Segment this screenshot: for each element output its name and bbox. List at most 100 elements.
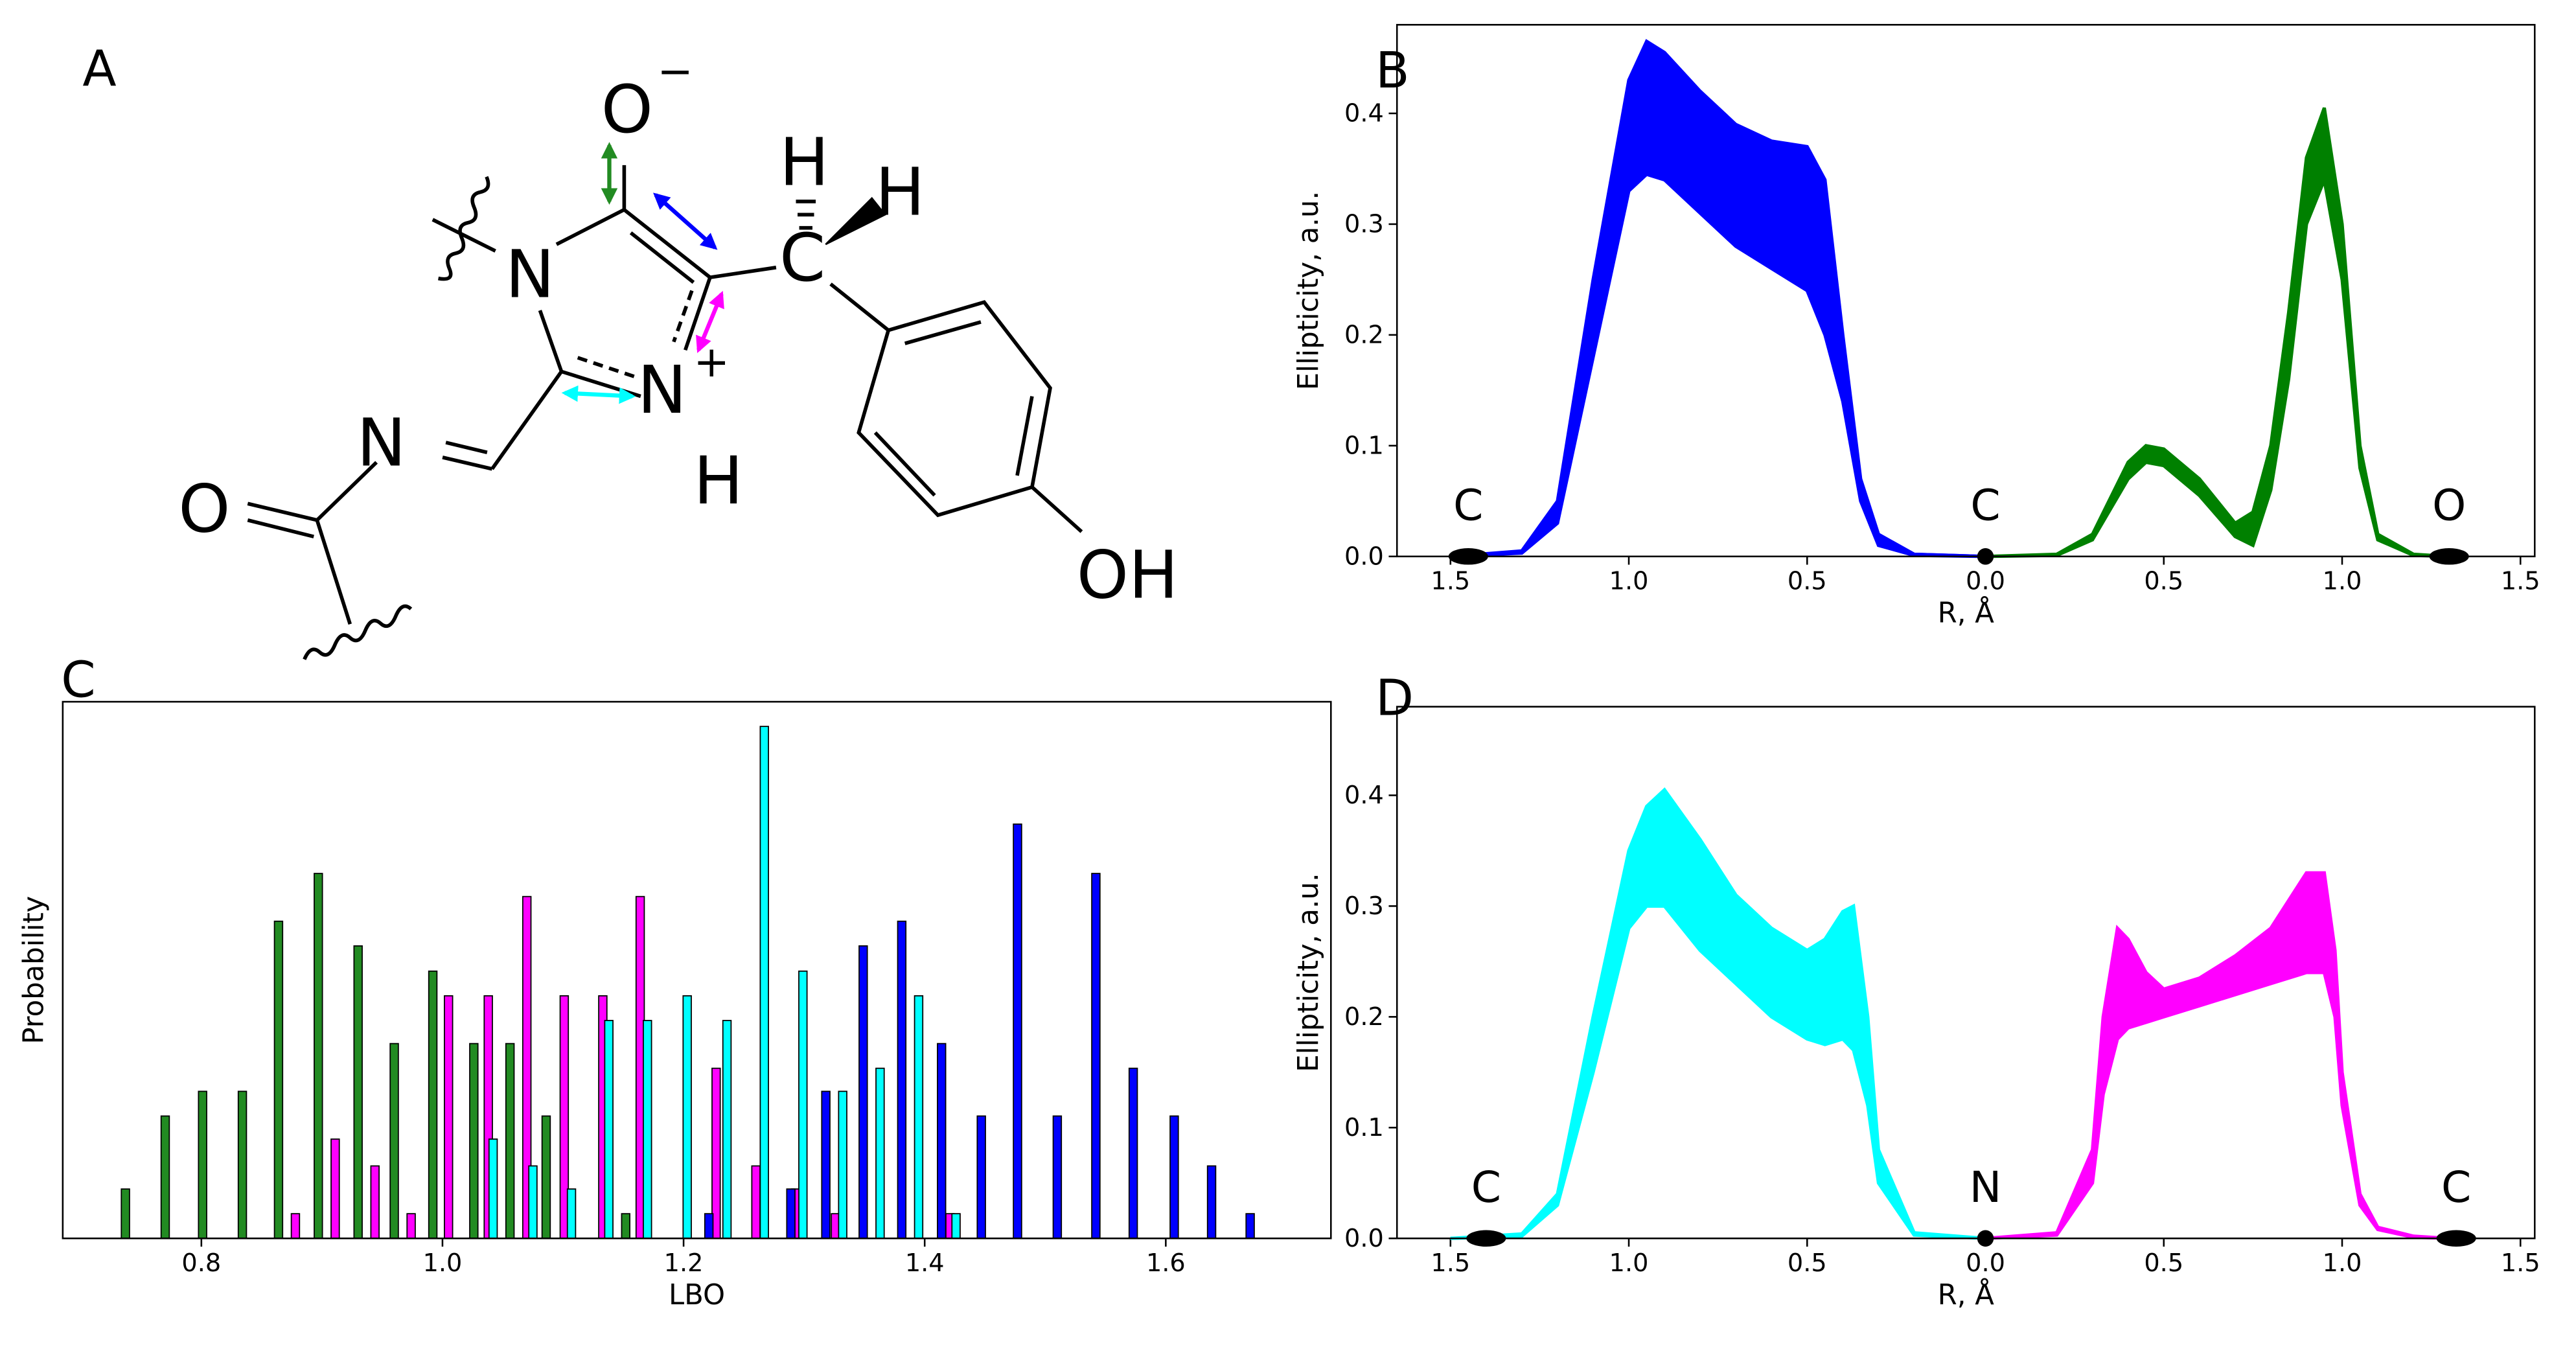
x-tick-label: 1.0 [2323,568,2362,596]
plot-frame [1396,706,2536,1239]
bar [798,970,808,1239]
bar [821,1090,831,1239]
x-tick-label: 1.5 [2501,1249,2540,1278]
x-tick-label: 0.5 [1788,568,1827,596]
x-tick-label: 1.0 [1609,568,1649,596]
bar [1128,1067,1138,1239]
atom-label: O [2432,480,2466,531]
curve [1985,107,2450,559]
bond [445,441,488,454]
bond [904,320,982,345]
wedge-bond [825,196,887,246]
bar [566,1188,577,1239]
atom-label: H [779,124,829,201]
band [1985,873,2450,1239]
charge: + [693,336,730,387]
curve [1985,871,2450,1240]
bar [1206,1165,1217,1239]
hashed-bond [796,200,816,230]
bar [389,1043,399,1239]
x-tick-label: 1.5 [1431,568,1470,596]
x-tick-label: 0.0 [1966,1249,2005,1278]
bar [406,1213,416,1239]
atom-label: C [1471,1162,1501,1212]
bar [711,1067,721,1239]
curve [1985,971,2450,1240]
x-tick-label: 1.5 [1431,1249,1470,1278]
y-tick-label: 0.0 [1344,543,1384,571]
x-tick-label: 0.5 [2144,568,2183,596]
bar [621,1213,630,1239]
bar [428,970,438,1239]
bar [237,1090,247,1239]
x-tick-label: 1.5 [2501,568,2540,596]
atom-label: C [2441,1162,2471,1212]
y-tick-label: 0.4 [1344,100,1384,128]
bar [722,1020,732,1239]
x-tick-label: 0.8 [181,1249,221,1278]
bar [751,1165,761,1239]
x-tick-label: 1.0 [2323,1249,2362,1278]
atom-label: N [357,405,406,482]
y-tick-label: 0.2 [1344,1003,1384,1032]
bar [759,726,769,1239]
atom-label: N [1970,1162,2002,1212]
y-tick-label: 0.2 [1344,321,1384,350]
bar [314,873,323,1239]
bond [1015,396,1034,476]
curve [1450,904,1986,1240]
y-tick-label: 0.3 [1344,211,1384,239]
atom-label: N [638,352,687,429]
benzene-ring [857,300,1052,518]
bar [604,1020,614,1239]
y-axis-label: Ellipticity, a.u. [1293,191,1325,390]
structure: A O − N N [82,41,1179,660]
bar [858,945,868,1239]
curve [1450,787,1986,1240]
bond [629,231,695,284]
bar [528,1165,538,1239]
bar [1169,1115,1179,1239]
plot-frame [1396,23,2536,558]
atom-label: C [1970,480,2000,531]
curve [1450,39,1986,559]
x-tick-label: 0.5 [1788,1249,1827,1278]
bar [121,1188,130,1239]
bar [682,995,692,1239]
x-axis-label: R, Å [1938,597,1995,630]
bar [643,1020,652,1239]
bar [505,1043,515,1239]
y-axis-label: Ellipticity, a.u. [1293,873,1325,1072]
bond [672,290,694,343]
bar [914,995,924,1239]
bond [490,370,563,470]
bar [273,920,284,1239]
bar [353,945,363,1239]
bond [1031,485,1083,533]
y-axis-label: Probability [17,896,50,1044]
y-tick-label: 0.4 [1344,781,1384,810]
bar [704,1213,714,1239]
bar [1091,873,1101,1239]
atom-label: H [693,443,743,520]
bond [709,266,777,279]
x-axis-label: R, Å [1938,1278,1995,1311]
bar [875,1067,885,1239]
bar [160,1115,170,1239]
wavy-bond [438,176,490,281]
y-tick-label: 0.1 [1344,1114,1384,1142]
bar [444,995,454,1239]
panel-label: B [1375,42,1409,100]
bond [315,519,352,625]
bar [330,1138,340,1239]
atom-label: H [875,154,925,231]
atom-label: OH [1077,537,1179,614]
bar [1245,1213,1255,1239]
band [1450,789,1986,1239]
charge: − [657,46,693,97]
bar [198,1090,207,1239]
band [1985,108,2450,557]
arrow [696,290,724,353]
bar [488,1138,498,1239]
